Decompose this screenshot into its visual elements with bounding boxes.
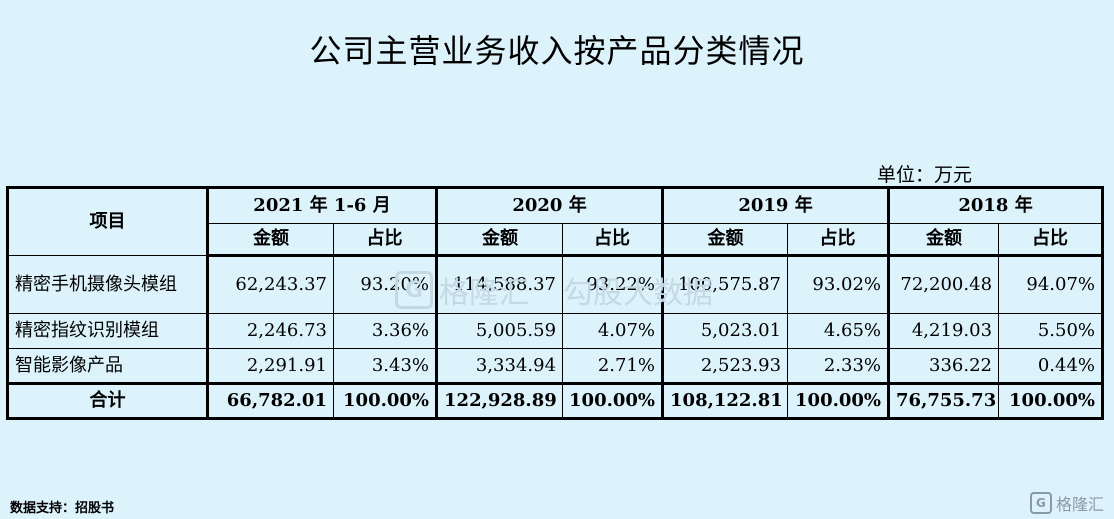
cell-share: 3.36% [332, 313, 438, 349]
total-amount: 76,755.73 [887, 382, 1000, 419]
cell-share: 3.43% [332, 348, 438, 384]
header-amount: 金额 [206, 223, 334, 257]
header-period-2020: 2020 年 [435, 187, 664, 224]
row-name: 精密手机摄像头模组 [7, 255, 208, 314]
header-item: 项目 [7, 187, 208, 256]
table-row: 智能影像产品 2,291.91 3.43% 3,334.94 2.71% 2,5… [7, 348, 1104, 384]
cell-share: 93.22% [562, 255, 664, 314]
cell-share: 94.07% [998, 255, 1104, 314]
cell-amount: 5,005.59 [435, 313, 564, 349]
cell-amount: 2,246.73 [206, 313, 334, 349]
cell-amount: 3,334.94 [435, 348, 564, 384]
brand-name: 格隆汇 [1055, 495, 1104, 514]
total-share: 100.00% [998, 382, 1104, 419]
total-amount: 122,928.89 [435, 382, 564, 419]
header-share: 占比 [787, 223, 890, 257]
header-amount: 金额 [661, 223, 789, 257]
unit-label: 单位：万元 [876, 164, 972, 186]
header-amount: 金额 [435, 223, 564, 257]
cell-share: 4.65% [787, 313, 890, 349]
cell-amount: 5,023.01 [661, 313, 789, 349]
total-share: 100.00% [332, 382, 438, 419]
total-amount: 66,782.01 [206, 382, 334, 419]
row-name: 精密指纹识别模组 [7, 313, 208, 349]
header-share: 占比 [562, 223, 664, 257]
header-amount: 金额 [887, 223, 1000, 257]
cell-amount: 62,243.37 [206, 255, 334, 314]
total-label: 合计 [7, 382, 208, 419]
source-footnote: 数据支持：招股书 [10, 501, 115, 516]
header-share: 占比 [998, 223, 1104, 257]
cell-amount: 72,200.48 [887, 255, 1000, 314]
total-amount: 108,122.81 [661, 382, 789, 419]
brand-logo: G 格隆汇 [1029, 491, 1104, 515]
cell-amount: 2,291.91 [206, 348, 334, 384]
table-row: 精密手机摄像头模组 62,243.37 93.20% 114,588.37 93… [7, 255, 1104, 314]
cell-amount: 4,219.03 [887, 313, 1000, 349]
cell-share: 93.20% [332, 255, 438, 314]
header-period-2021h1: 2021 年 1-6 月 [205, 187, 438, 224]
header-share: 占比 [332, 223, 438, 257]
cell-amount: 100,575.87 [661, 255, 789, 314]
cell-share: 5.50% [998, 313, 1104, 349]
table-row: 精密指纹识别模组 2,246.73 3.36% 5,005.59 4.07% 5… [7, 313, 1104, 349]
cell-share: 2.71% [562, 348, 664, 384]
total-row: 合计 66,782.01 100.00% 122,928.89 100.00% … [7, 382, 1104, 419]
cell-amount: 2,523.93 [661, 348, 789, 384]
header-period-2019: 2019 年 [661, 187, 890, 224]
cell-share: 93.02% [787, 255, 890, 314]
cell-share: 0.44% [998, 348, 1104, 384]
row-name: 智能影像产品 [7, 348, 208, 384]
total-share: 100.00% [787, 382, 890, 419]
cell-amount: 114,588.37 [435, 255, 564, 314]
cell-share: 4.07% [562, 313, 664, 349]
revenue-table: 项目 2021 年 1-6 月 2020 年 2019 年 2018 年 金额 … [6, 186, 1105, 420]
cell-share: 2.33% [787, 348, 890, 384]
total-share: 100.00% [562, 382, 664, 419]
page-title: 公司主营业务收入按产品分类情况 [309, 32, 805, 70]
header-period-2018: 2018 年 [887, 187, 1104, 224]
cell-amount: 336.22 [887, 348, 1000, 384]
brand-logo-icon: G [1029, 492, 1052, 514]
